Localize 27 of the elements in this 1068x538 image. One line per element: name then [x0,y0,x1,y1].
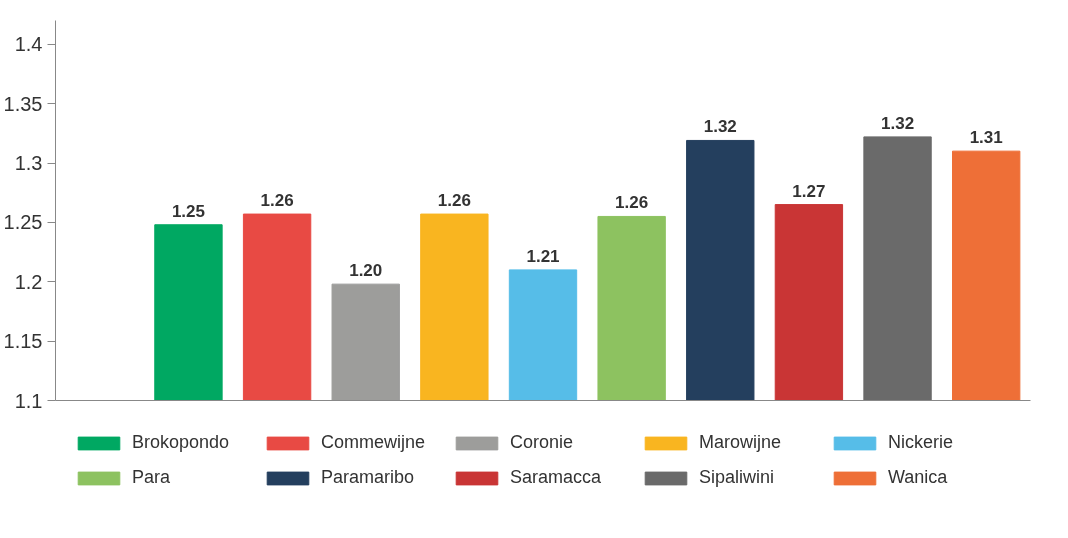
legend-label: Nickerie [888,432,954,453]
data-label: 1.26 [615,193,649,213]
legend-label: Saramacca [510,467,603,488]
y-tick-label: 1.4 [14,33,43,56]
legend-label: Commewijne [321,432,427,453]
data-label: 1.21 [526,246,560,266]
data-label: 1.32 [703,117,737,137]
data-label: 1.27 [792,181,826,201]
legend-label: Wanica [888,467,949,488]
data-label: 1.32 [881,113,915,133]
data-label: 1.26 [437,191,471,211]
legend-label: Coronie [510,432,575,453]
y-tick-label: 1.1 [14,389,43,412]
legend-label: Para [132,467,172,488]
data-label: 1.31 [969,128,1003,148]
y-tick-label: 1.3 [14,152,43,174]
legend-label: Sipaliwini [699,467,776,488]
data-label: 1.26 [260,191,294,211]
data-label: 1.25 [171,201,205,221]
y-tick-label: 1.2 [14,270,43,293]
legend-label: Marowijne [699,432,783,453]
y-tick-label: 1.15 [3,330,43,353]
y-tick-label: 1.25 [3,211,43,234]
data-label: 1.20 [349,261,383,281]
legend-label: Paramaribo [321,467,416,488]
y-tick-label: 1.35 [3,92,43,115]
legend-label: Brokopondo [132,432,231,453]
